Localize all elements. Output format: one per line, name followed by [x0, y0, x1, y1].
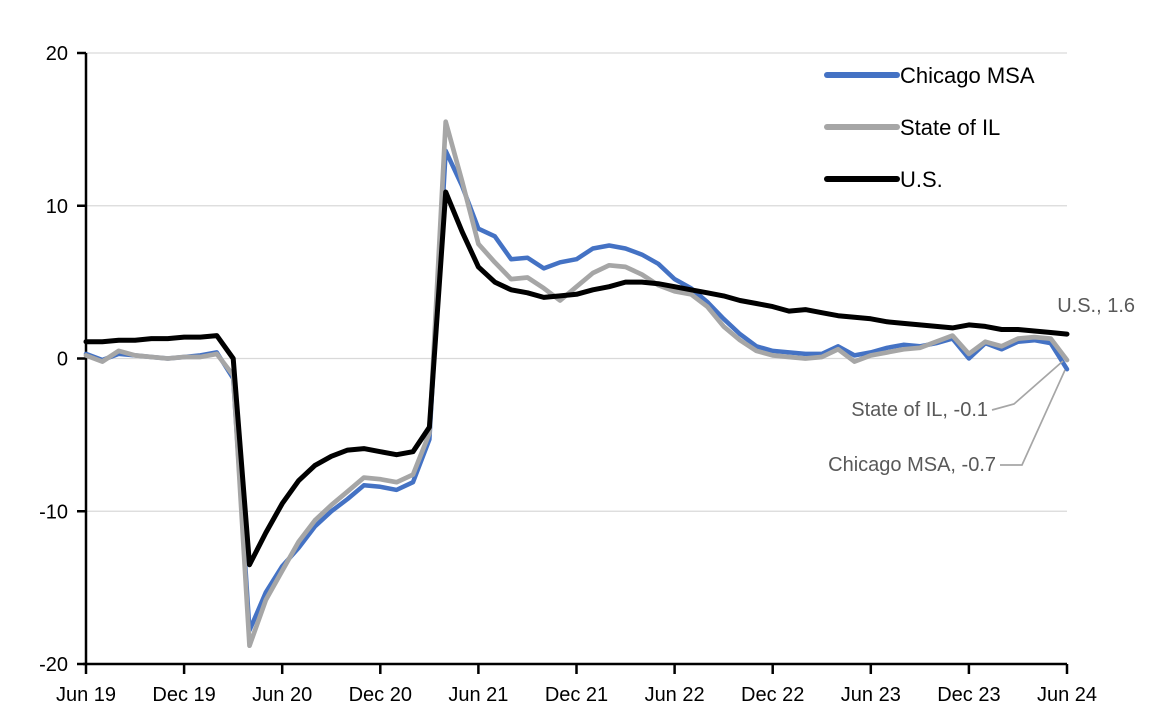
x-axis-label: Jun 22: [645, 684, 705, 706]
x-axis-label: Dec 19: [152, 684, 215, 706]
state-of-il-leader-line: [991, 360, 1064, 411]
legend-label: Chicago MSA: [900, 63, 1035, 88]
y-axis-label: -20: [39, 654, 68, 676]
legend-item-state-of-il: State of IL: [824, 115, 1000, 140]
legend: Chicago MSA State of IL U.S.: [824, 63, 1035, 192]
annotation-leader-lines: [991, 360, 1066, 466]
x-axis-tick-labels: Jun 19 Dec 19 Jun 20 Dec 20 Jun 21 Dec 21 Jun …: [56, 684, 1097, 706]
axes: [77, 51, 1069, 674]
x-axis-label: Jun 21: [448, 684, 508, 706]
x-axis-label: Jun 19: [56, 684, 116, 706]
y-axis-label: -10: [39, 501, 68, 523]
us-end-annotation: U.S., 1.6: [1057, 295, 1135, 317]
x-axis-label: Jun 23: [841, 684, 901, 706]
legend-item-us: U.S.: [824, 167, 943, 192]
state-of-il-end-annotation: State of IL, -0.1: [851, 399, 988, 421]
y-axis-label: 20: [46, 43, 68, 65]
data-series: [83, 119, 1070, 649]
x-axis-label: Jun 20: [252, 684, 312, 706]
y-axis-label: 10: [46, 196, 68, 218]
x-axis-label: Dec 20: [349, 684, 412, 706]
legend-label: State of IL: [900, 115, 1000, 140]
x-axis-label: Dec 23: [937, 684, 1000, 706]
legend-label: U.S.: [900, 167, 943, 192]
series-end-annotations: U.S., 1.6 State of IL, -0.1 Chicago MSA,…: [828, 295, 1135, 476]
legend-item-chicago-msa: Chicago MSA: [824, 63, 1035, 88]
x-axis-label: Jun 24: [1037, 684, 1097, 706]
x-axis-label: Dec 22: [741, 684, 804, 706]
series-line-u-s-: [83, 189, 1070, 568]
series-line-state-of-il: [83, 119, 1070, 649]
gridlines: [86, 52, 1067, 512]
y-axis-label: 0: [57, 349, 68, 371]
chicago-msa-leader-line: [1000, 369, 1066, 466]
y-axis-tick-labels: 20 10 0 -10 -20: [39, 43, 68, 676]
chicago-msa-end-annotation: Chicago MSA, -0.7: [828, 454, 996, 476]
x-axis-label: Dec 21: [545, 684, 608, 706]
